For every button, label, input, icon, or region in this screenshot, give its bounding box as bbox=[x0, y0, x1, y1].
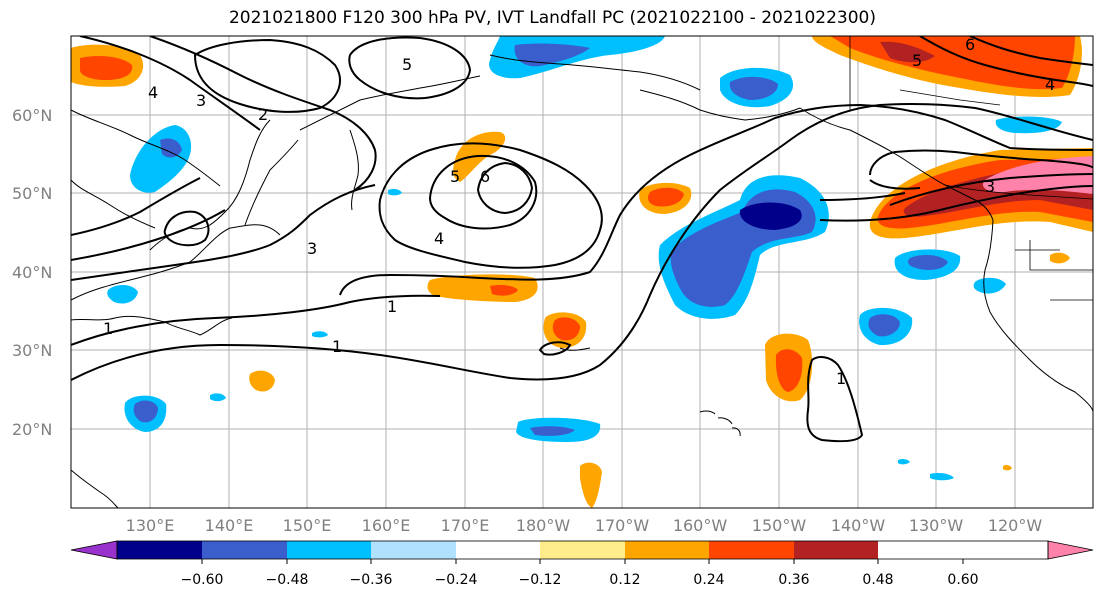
colorbar-tick-label: 0.60 bbox=[947, 572, 978, 588]
contour-label: 5 bbox=[402, 55, 412, 74]
colorbar-tick-label: 0.12 bbox=[609, 572, 640, 588]
lat-label: 60°N bbox=[12, 106, 52, 125]
map-panel: 1 1 1 1 2 3 3 3 4 4 4 5 5 5 6 6 60°N 50 bbox=[12, 35, 1094, 535]
contour-labels: 1 1 1 1 2 3 3 3 4 4 4 5 5 5 6 6 bbox=[103, 35, 1055, 388]
contour-label: 2 bbox=[258, 105, 268, 124]
map-title: 2021021800 F120 300 hPa PV, IVT Landfall… bbox=[228, 8, 876, 28]
map-frame bbox=[70, 35, 1094, 509]
lon-label: 150°E bbox=[283, 516, 332, 535]
colorbar-segment bbox=[202, 541, 287, 559]
contour-label: 3 bbox=[196, 91, 206, 110]
colorbar-segment bbox=[794, 541, 878, 559]
contour-label: 4 bbox=[148, 83, 158, 102]
colorbar-segment bbox=[371, 541, 456, 559]
lon-label: 140°W bbox=[831, 516, 886, 535]
colorbar-frame bbox=[116, 540, 1049, 560]
longitude-labels: 130°E 140°E 150°E 160°E 170°E 180°W 170°… bbox=[126, 516, 1043, 535]
negative-anomaly bbox=[107, 36, 1062, 481]
colorbar: −0.60 −0.48 −0.36 −0.24 −0.12 0.12 0.24 … bbox=[70, 540, 1094, 588]
lat-label: 50°N bbox=[12, 184, 52, 203]
colorbar-segment bbox=[117, 541, 202, 559]
colorbar-tick-label: −0.48 bbox=[266, 572, 309, 588]
lon-label: 160°W bbox=[673, 516, 728, 535]
colorbar-tick-label: 0.48 bbox=[862, 572, 893, 588]
contour-label: 6 bbox=[965, 35, 975, 54]
lon-label: 120°W bbox=[988, 516, 1043, 535]
contour-label: 5 bbox=[450, 167, 460, 186]
colorbar-ticks bbox=[201, 559, 964, 564]
contour-label: 3 bbox=[985, 177, 995, 196]
map-content: 1 1 1 1 2 3 3 3 4 4 4 5 5 5 6 6 bbox=[71, 35, 1093, 508]
colorbar-tick-label: −0.60 bbox=[181, 572, 224, 588]
colorbar-extend-right bbox=[1047, 540, 1094, 560]
colorbar-tick-labels: −0.60 −0.48 −0.36 −0.24 −0.12 0.12 0.24 … bbox=[181, 572, 979, 588]
colorbar-tick-label: −0.24 bbox=[435, 572, 478, 588]
colorbar-tick-label: −0.12 bbox=[519, 572, 562, 588]
colorbar-tick-label: −0.36 bbox=[350, 572, 393, 588]
contour-label: 1 bbox=[332, 337, 342, 356]
lon-label: 170°W bbox=[595, 516, 650, 535]
colorbar-segment bbox=[456, 541, 540, 559]
graticule bbox=[71, 36, 1093, 508]
contour-label: 5 bbox=[912, 51, 922, 70]
contour-label: 1 bbox=[836, 369, 846, 388]
lon-label: 130°W bbox=[909, 516, 964, 535]
contour-label: 4 bbox=[1045, 75, 1055, 94]
latitude-labels: 60°N 50°N 40°N 30°N 20°N bbox=[12, 106, 52, 439]
contour-label: 4 bbox=[434, 229, 444, 248]
positive-anomaly-small bbox=[249, 131, 1070, 508]
colorbar-segment bbox=[540, 541, 625, 559]
colorbar-segment bbox=[709, 541, 794, 559]
colorbar-segment bbox=[287, 541, 371, 559]
contour-label: 1 bbox=[387, 297, 397, 316]
lon-label: 150°W bbox=[752, 516, 807, 535]
lon-label: 160°E bbox=[362, 516, 411, 535]
positive-anomaly-northwest bbox=[71, 44, 144, 87]
lon-label: 130°E bbox=[126, 516, 175, 535]
lat-label: 20°N bbox=[12, 420, 52, 439]
lat-label: 30°N bbox=[12, 341, 52, 360]
colorbar-tick-label: 0.24 bbox=[693, 572, 724, 588]
colorbar-extend-left bbox=[70, 540, 118, 560]
contour-label: 3 bbox=[307, 239, 317, 258]
lon-label: 140°E bbox=[205, 516, 254, 535]
contour-label: 6 bbox=[480, 167, 490, 186]
lon-label: 170°E bbox=[441, 516, 490, 535]
pv-contours bbox=[71, 36, 1093, 443]
lat-label: 40°N bbox=[12, 263, 52, 282]
political-boundaries bbox=[849, 36, 1093, 301]
colorbar-segment bbox=[625, 541, 709, 559]
contour-label: 1 bbox=[103, 319, 113, 338]
lon-label: 180°W bbox=[516, 516, 571, 535]
colorbar-tick-label: 0.36 bbox=[778, 572, 809, 588]
